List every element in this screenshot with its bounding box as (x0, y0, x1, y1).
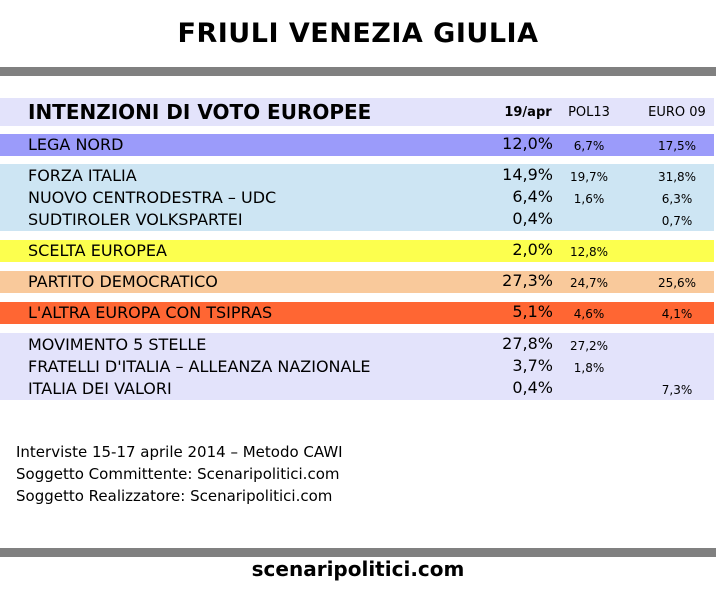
value-euro09: 31,8% (657, 170, 697, 184)
value-euro09: 4,1% (661, 307, 693, 321)
value-19apr: 3,7% (512, 356, 553, 375)
note-line: Soggetto Realizzatore: Scenaripolitici.c… (16, 487, 333, 505)
value-19apr: 0,4% (512, 209, 553, 228)
value-pol13: 1,8% (573, 361, 605, 375)
party-name: L'ALTRA EUROPA CON TSIPRAS (28, 303, 273, 322)
top-divider (0, 67, 716, 76)
value-19apr: 6,4% (512, 187, 553, 206)
value-euro09: 17,5% (657, 139, 697, 153)
value-pol13: 12,8% (569, 245, 609, 259)
column-header-pol13: POL13 (568, 105, 610, 120)
value-pol13: 24,7% (569, 276, 609, 290)
party-name: MOVIMENTO 5 STELLE (28, 335, 207, 354)
value-19apr: 2,0% (512, 240, 553, 259)
page-title: FRIULI VENEZIA GIULIA (177, 18, 539, 49)
party-name: NUOVO CENTRODESTRA – UDC (28, 188, 277, 207)
value-19apr: 27,8% (502, 334, 553, 353)
party-group-band: L'ALTRA EUROPA CON TSIPRAS 5,1% 4,6% 4,1% (0, 302, 714, 324)
table-header: INTENZIONI DI VOTO EUROPEE 19/apr POL13 EUR… (0, 98, 714, 126)
note-line: Interviste 15-17 aprile 2014 – Metodo CA… (16, 443, 343, 461)
party-group-band: SCELTA EUROPEA 2,0% 12,8% (0, 240, 714, 262)
bottom-divider (0, 548, 716, 557)
value-pol13: 6,7% (573, 139, 605, 153)
party-group-band: PARTITO DEMOCRATICO 27,3% 24,7% 25,6% (0, 271, 714, 293)
value-euro09: 6,3% (661, 192, 693, 206)
footer-site: scenaripolitici.com (251, 557, 465, 581)
value-euro09: 0,7% (661, 214, 693, 228)
value-pol13: 4,6% (573, 307, 605, 321)
survey-notes: Interviste 15-17 aprile 2014 – Metodo CA… (16, 441, 343, 507)
party-name: SUDTIROLER VOLKSPARTEI (28, 210, 243, 229)
value-euro09: 25,6% (657, 276, 697, 290)
value-19apr: 14,9% (502, 165, 553, 184)
table-title: INTENZIONI DI VOTO EUROPEE (28, 100, 372, 124)
party-name: ITALIA DEI VALORI (28, 379, 172, 398)
column-header-19apr: 19/apr (504, 105, 552, 120)
note-line: Soggetto Committente: Scenaripolitici.co… (16, 465, 340, 483)
party-group-band: MOVIMENTO 5 STELLE 27,8% 27,2% FRATELLI D'I… (0, 333, 714, 400)
party-name: LEGA NORD (28, 135, 124, 154)
value-19apr: 0,4% (512, 378, 553, 397)
party-group-band: LEGA NORD 12,0% 6,7% 17,5% (0, 134, 714, 156)
party-name: PARTITO DEMOCRATICO (28, 272, 218, 291)
value-euro09: 7,3% (661, 383, 693, 397)
party-group-band: FORZA ITALIA 14,9% 19,7% 31,8% NUOVO CENTROD… (0, 164, 714, 231)
value-19apr: 5,1% (512, 302, 553, 321)
value-pol13: 1,6% (573, 192, 605, 206)
value-pol13: 27,2% (569, 339, 609, 353)
party-name: FORZA ITALIA (28, 166, 137, 185)
value-19apr: 27,3% (502, 271, 553, 290)
party-name: SCELTA EUROPEA (28, 241, 167, 260)
value-19apr: 12,0% (502, 134, 553, 153)
value-pol13: 19,7% (569, 170, 609, 184)
party-name: FRATELLI D'ITALIA – ALLEANZA NAZIONALE (28, 357, 371, 376)
column-header-euro09: EURO 09 (648, 105, 706, 120)
